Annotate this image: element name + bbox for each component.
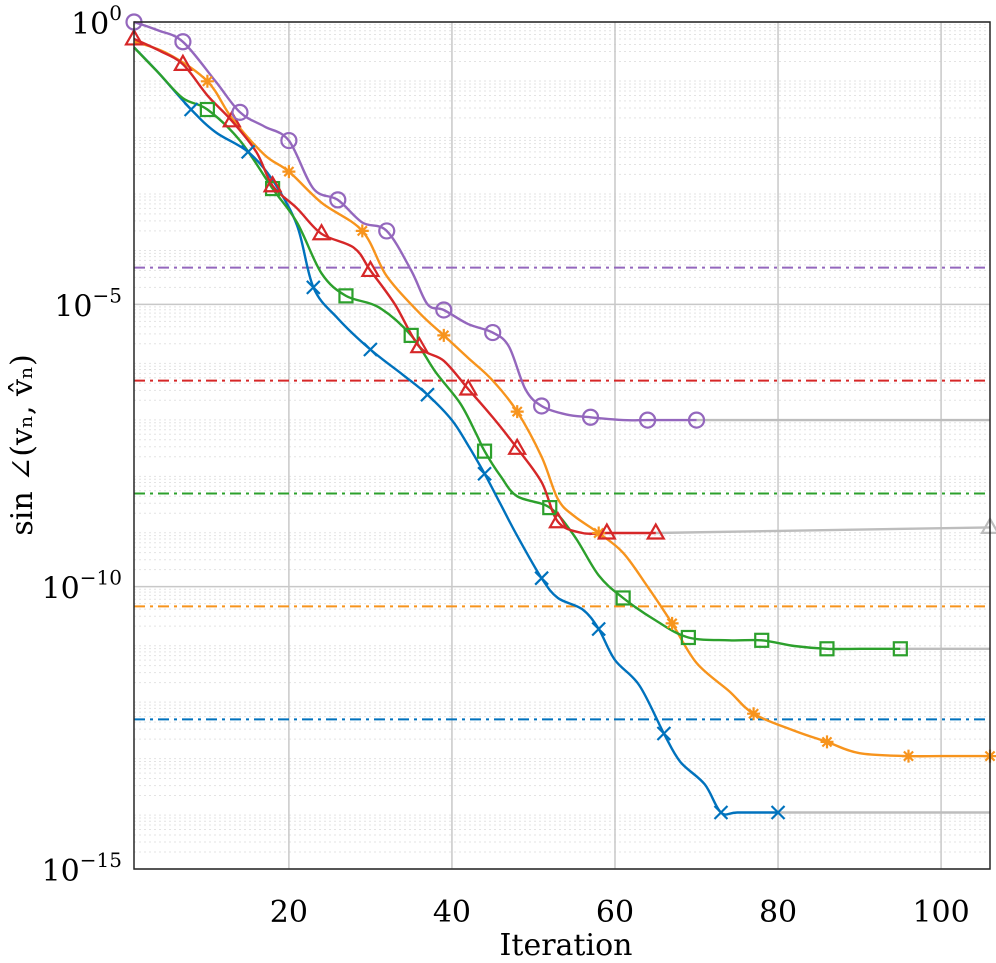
marker-red — [596, 522, 617, 540]
marker-red — [507, 437, 528, 455]
marker-blue — [363, 342, 378, 357]
marker-purple — [687, 411, 706, 429]
marker-purple — [484, 323, 502, 342]
marker-orange — [437, 328, 451, 342]
marker-red — [360, 259, 381, 278]
tick-labels: 20 40 60 80 100 100 10−5 10−10 10−15 — [42, 1, 970, 930]
marker-green — [403, 327, 419, 343]
marker-red — [262, 175, 283, 193]
x-tick-label: 60 — [596, 895, 634, 930]
marker-blue — [306, 280, 321, 295]
marker-purple — [581, 408, 600, 426]
marker-blue — [534, 570, 549, 586]
series-line-blue — [133, 46, 778, 816]
marker-green — [892, 641, 908, 657]
x-tick-label: 40 — [433, 895, 471, 930]
threshold-lines — [134, 266, 990, 721]
marker-blue — [240, 144, 256, 160]
marker-orange — [820, 735, 834, 749]
marker-purple — [435, 301, 453, 319]
marker-green — [819, 641, 835, 657]
series-line-green — [133, 46, 901, 651]
tail-marker-red — [980, 516, 996, 534]
marker-red — [458, 378, 479, 396]
marker-orange — [747, 707, 761, 721]
marker-red — [311, 223, 332, 241]
marker-blue — [713, 805, 729, 820]
marker-purple — [231, 103, 249, 121]
marker-orange — [902, 749, 915, 763]
marker-orange — [510, 405, 524, 419]
y-tick-label: 100 — [71, 1, 122, 42]
marker-red — [173, 53, 193, 71]
marker-green — [338, 288, 354, 304]
marker-purple — [378, 222, 396, 240]
y-tick-label: 10−15 — [42, 848, 122, 889]
series-lines — [133, 20, 990, 816]
marker-purple — [533, 397, 551, 415]
gray-tails — [655, 418, 991, 814]
marker-purple — [638, 411, 657, 429]
series-markers — [124, 13, 996, 820]
marker-orange — [282, 165, 296, 179]
marker-orange — [200, 74, 214, 88]
marker-green — [615, 590, 631, 606]
marker-orange — [592, 526, 606, 540]
marker-purple — [174, 33, 192, 51]
grid — [134, 21, 990, 870]
marker-red — [645, 522, 666, 540]
plot-area-frame — [133, 21, 991, 870]
x-tick-label: 80 — [759, 895, 797, 930]
marker-blue — [477, 466, 492, 482]
marker-green — [199, 101, 215, 118]
y-tick-label: 10−5 — [54, 283, 122, 324]
marker-purple — [329, 191, 347, 209]
marker-green — [476, 443, 493, 459]
marker-green — [542, 500, 558, 516]
marker-red — [409, 335, 430, 354]
marker-orange — [355, 224, 369, 238]
marker-blue — [183, 102, 199, 117]
x-tick-label: 20 — [270, 895, 308, 930]
marker-blue — [656, 726, 672, 741]
marker-blue — [770, 805, 786, 820]
x-tick-label: 100 — [912, 895, 969, 930]
marker-green — [680, 629, 696, 646]
marker-green — [754, 632, 770, 648]
marker-red — [548, 511, 568, 529]
marker-purple — [280, 131, 298, 150]
y-axis-label: sin ∠(vₙ, v̂ₙ) — [5, 354, 40, 535]
marker-orange — [665, 616, 679, 630]
marker-blue — [420, 387, 435, 402]
x-axis-label: Iteration — [500, 928, 633, 963]
series-line-purple — [133, 20, 697, 422]
y-tick-label: 10−10 — [42, 566, 122, 607]
marker-blue — [591, 621, 606, 637]
tail-line-red — [655, 526, 991, 535]
